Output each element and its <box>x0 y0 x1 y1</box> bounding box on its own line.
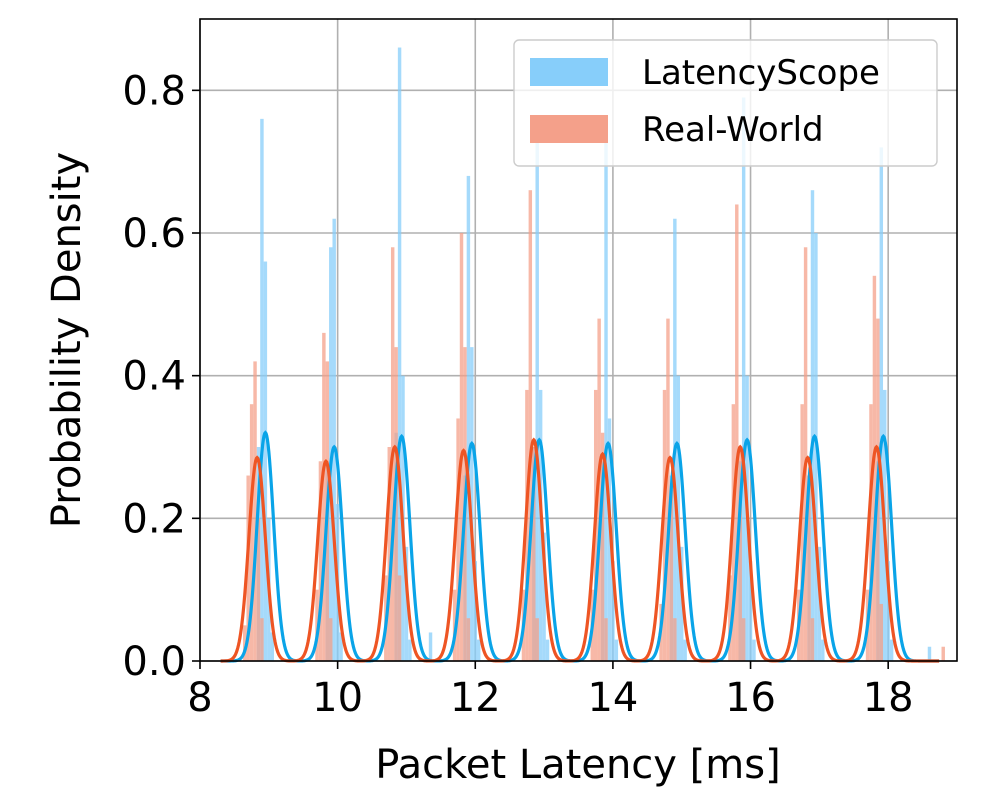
real-world-bar <box>456 418 460 661</box>
latencyscope-bar <box>607 418 612 661</box>
real-world-bar <box>741 618 746 661</box>
x-tick-label: 18 <box>863 675 914 721</box>
latencyscope-bar <box>611 561 615 661</box>
y-tick-label: 0.8 <box>122 68 186 114</box>
legend-label-latencyscope: LatencyScope <box>642 53 880 93</box>
latencyscope-bar <box>748 561 753 661</box>
latencyscope-bar <box>927 646 932 661</box>
real-world-bar <box>669 489 674 661</box>
latencyscope-bar <box>408 639 412 661</box>
y-tick-label: 0.0 <box>122 639 186 685</box>
legend-swatch-latencyscope <box>530 58 608 86</box>
real-world-bar <box>528 190 533 661</box>
axis-ticks: 8 10 12 14 16 18 0.0 0.2 0.4 0.6 0.8 <box>122 68 913 721</box>
real-world-bar <box>459 233 464 661</box>
x-tick-label: 14 <box>587 675 638 721</box>
latencyscope-bar <box>821 639 825 661</box>
latencyscope-bar <box>683 639 687 661</box>
latencyscope-bar <box>428 632 433 661</box>
real-world-bar <box>728 575 732 661</box>
plot-frame <box>199 18 958 662</box>
legend-label-real-world: Real-World <box>642 110 824 150</box>
latencyscope-bar <box>339 632 343 661</box>
real-world-bar <box>666 318 670 661</box>
latencyscope-bar <box>879 147 884 661</box>
real-world-bar <box>318 461 323 661</box>
x-tick-label: 16 <box>725 675 776 721</box>
real-world-bar <box>662 389 667 661</box>
real-world-bar <box>243 625 247 661</box>
latencyscope-bar <box>466 175 471 661</box>
real-world-bar <box>803 247 808 661</box>
real-world-bar <box>532 447 536 661</box>
real-world-bar <box>738 447 742 661</box>
real-world-bar <box>322 332 326 661</box>
real-world-bar <box>249 404 254 661</box>
latencyscope-bar <box>535 133 539 662</box>
y-tick-label: 0.4 <box>122 354 186 400</box>
latencyscope-bar <box>404 546 409 661</box>
latencyscope-bar <box>397 47 402 662</box>
latencyscope-bar <box>614 639 619 661</box>
legend-swatch-real-world <box>530 115 608 143</box>
real-world-bar <box>397 575 402 661</box>
latencyscope-bar <box>886 561 890 661</box>
real-world-bar <box>535 618 539 661</box>
latencyscope-bar <box>810 190 815 661</box>
latencyscope-bar <box>260 118 264 661</box>
real-world-bar <box>600 432 605 661</box>
latencyscope-bar <box>673 218 677 661</box>
real-world-bar <box>800 404 804 661</box>
y-tick-label: 0.2 <box>122 496 186 542</box>
real-world-bar <box>260 618 264 661</box>
real-world-bar <box>941 646 945 661</box>
real-world-bar <box>604 618 608 661</box>
real-world-bar <box>329 618 333 661</box>
legend-box <box>513 39 938 167</box>
latencyscope-bar <box>545 639 550 661</box>
x-tick-label: 10 <box>312 675 363 721</box>
latencyscope-bar <box>470 347 474 661</box>
real-world-bar <box>872 275 877 661</box>
x-tick-label: 8 <box>187 675 212 721</box>
latencyscope-bar <box>476 639 481 661</box>
latencyscope-bar <box>263 261 268 661</box>
real-world-bar <box>466 618 471 661</box>
y-axis-label: Probability Density <box>44 152 90 528</box>
latencyscope-bar <box>542 532 546 661</box>
y-tick-label: 0.6 <box>122 211 186 257</box>
real-world-bar <box>387 447 391 661</box>
latencyscope-bar <box>332 218 336 661</box>
real-world-bar <box>807 475 811 661</box>
latencyscope-bar <box>604 118 608 661</box>
real-world-bar <box>253 361 257 661</box>
latencyscope-bar <box>752 639 756 661</box>
real-world-bar <box>735 204 739 661</box>
real-world-bar <box>879 603 884 661</box>
latencyscope-bar <box>889 639 894 661</box>
real-world-bar <box>869 404 873 661</box>
latencyscope-bar <box>741 97 746 661</box>
latencyscope-bar <box>270 632 274 661</box>
real-world-bar <box>597 318 601 661</box>
x-axis-label: Packet Latency [ms] <box>375 742 780 788</box>
real-world-kde-line <box>220 437 940 663</box>
legend: LatencyScope Real-World <box>513 39 938 167</box>
real-world-bar <box>673 618 677 661</box>
x-tick-label: 12 <box>450 675 501 721</box>
real-world-bar <box>810 618 815 661</box>
latencyscope-bar <box>473 561 477 661</box>
real-world-bar <box>256 518 261 661</box>
